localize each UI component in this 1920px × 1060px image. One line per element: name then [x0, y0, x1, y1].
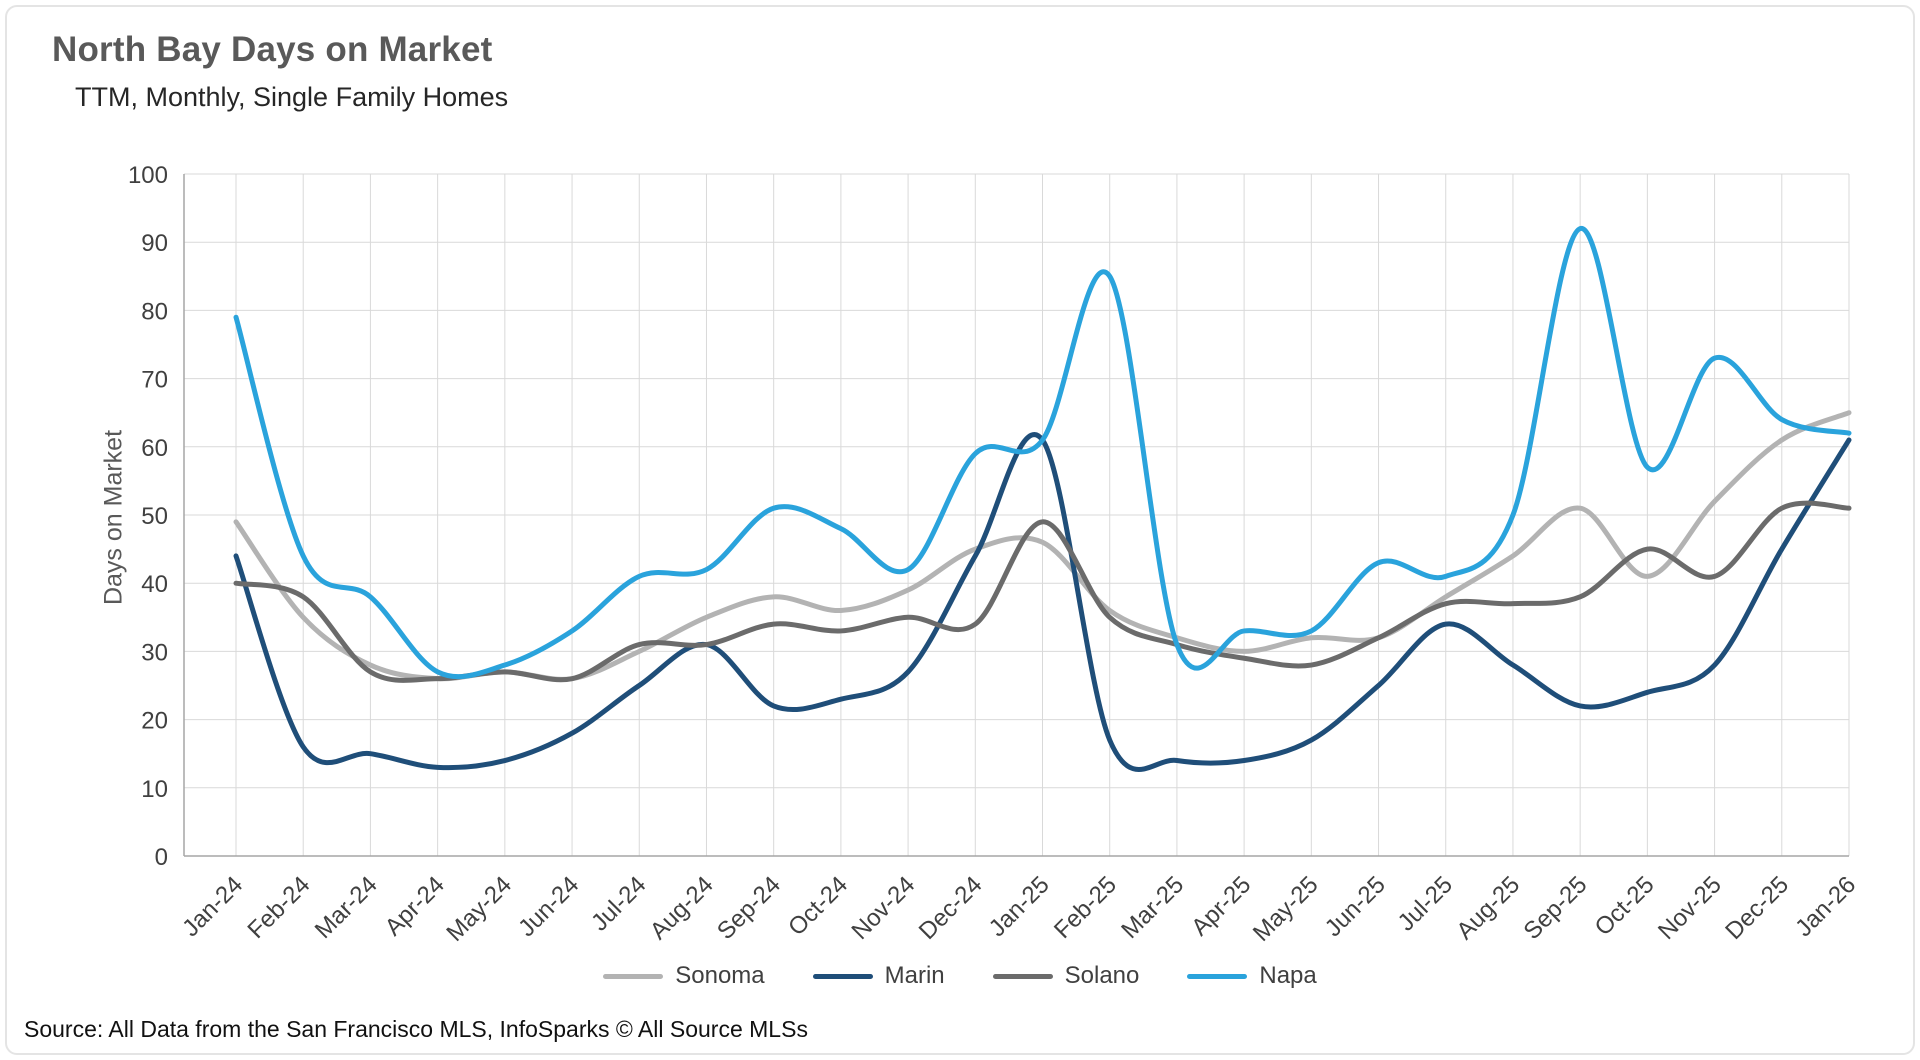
chart-title: North Bay Days on Market	[52, 30, 493, 69]
y-tick-label: 90	[141, 230, 168, 257]
chart-legend: Sonoma Marin Solano Napa	[0, 962, 1920, 990]
legend-swatch-napa	[1187, 973, 1248, 979]
x-tick-label: Apr-24	[380, 871, 450, 941]
y-tick-label: 100	[128, 162, 168, 189]
x-tick-label: Mar-25	[1116, 871, 1189, 944]
legend-swatch-solano	[992, 973, 1053, 979]
legend-swatch-sonoma	[603, 973, 664, 979]
legend-label-solano: Solano	[1064, 962, 1140, 989]
y-tick-label: 50	[141, 503, 168, 530]
x-tick-label: Jul-25	[1393, 871, 1458, 936]
x-tick-label: Oct-24	[783, 871, 853, 941]
source-attribution: Source: All Data from the San Francisco …	[24, 1016, 808, 1042]
x-tick-label: Jan-26	[1790, 871, 1861, 942]
x-tick-label: Oct-25	[1590, 871, 1660, 941]
y-tick-label: 60	[141, 435, 168, 462]
series-line-napa	[233, 226, 1852, 680]
x-tick-label: Nov-24	[847, 871, 921, 945]
y-tick-label: 40	[141, 571, 168, 598]
legend-label-sonoma: Sonoma	[675, 962, 765, 989]
y-tick-label: 0	[155, 844, 168, 871]
x-tick-label: Feb-25	[1049, 871, 1122, 944]
x-tick-label: Jan-25	[984, 871, 1055, 942]
y-tick-label: 30	[141, 639, 168, 666]
x-tick-label: May-25	[1248, 871, 1324, 947]
legend-item-solano: Solano	[992, 962, 1140, 990]
x-tick-label: Aug-24	[645, 871, 719, 945]
x-tick-label: Feb-24	[243, 871, 316, 944]
x-tick-label: Dec-25	[1720, 871, 1794, 945]
x-tick-label: Jul-24	[586, 871, 651, 936]
y-tick-label: 20	[141, 708, 168, 735]
x-tick-label: Mar-24	[310, 871, 383, 944]
x-tick-label: Jun-25	[1320, 871, 1391, 942]
legend-label-marin: Marin	[884, 962, 945, 989]
x-tick-label: Sep-24	[712, 871, 786, 945]
x-tick-label: Jun-24	[513, 871, 584, 942]
x-tick-label: Aug-25	[1451, 871, 1525, 945]
legend-item-marin: Marin	[812, 962, 945, 990]
chart-subtitle: TTM, Monthly, Single Family Homes	[75, 82, 509, 112]
x-tick-label: Apr-25	[1186, 871, 1256, 941]
legend-swatch-marin	[812, 973, 873, 979]
legend-label-napa: Napa	[1259, 962, 1317, 989]
x-tick-label: Nov-25	[1653, 871, 1727, 945]
y-tick-label: 80	[141, 298, 168, 325]
series-line-solano	[233, 500, 1852, 683]
series-line-marin	[233, 432, 1852, 772]
y-tick-label: 10	[141, 776, 168, 803]
legend-item-sonoma: Sonoma	[603, 962, 765, 990]
x-tick-label: Sep-25	[1519, 871, 1593, 945]
x-tick-label: Dec-24	[914, 871, 988, 945]
x-tick-label: May-24	[441, 871, 517, 947]
y-tick-label: 70	[141, 367, 168, 394]
legend-item-napa: Napa	[1187, 962, 1317, 990]
x-tick-label: Jan-24	[177, 871, 248, 942]
